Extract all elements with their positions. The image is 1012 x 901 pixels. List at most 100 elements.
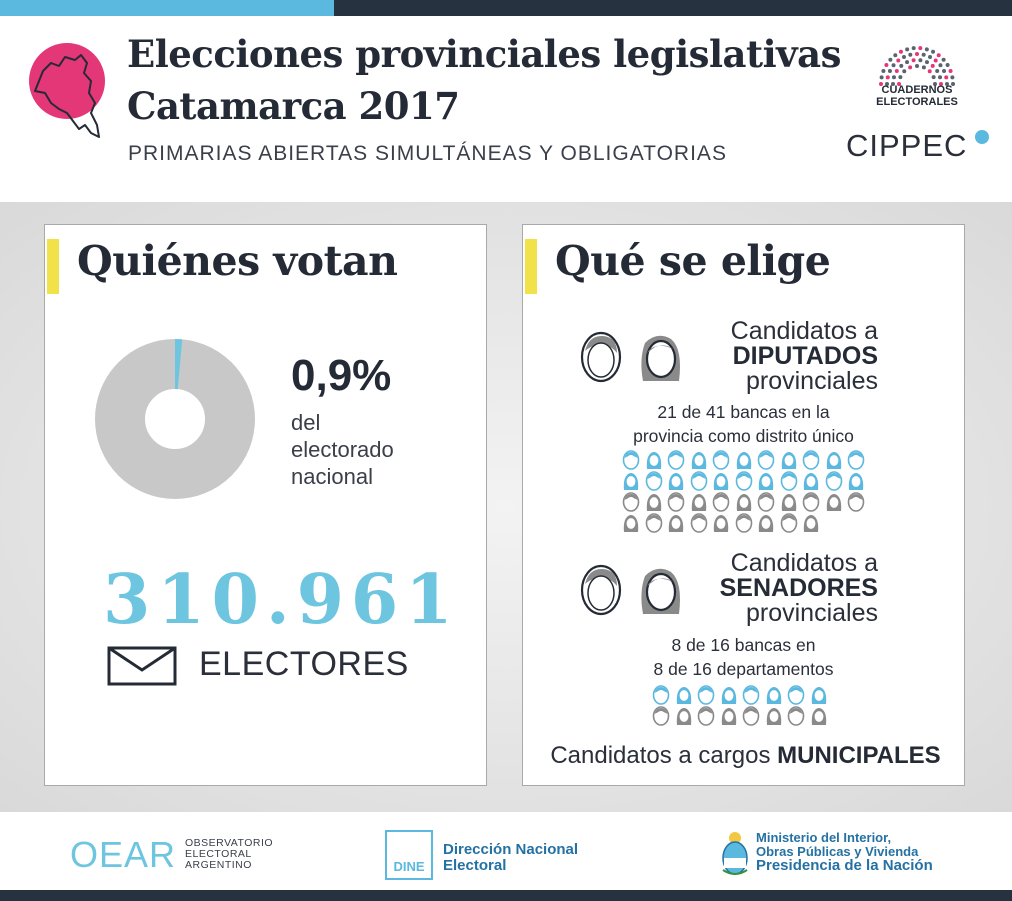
- seat-female-icon: [713, 515, 729, 532]
- seat-female-icon: [736, 494, 751, 511]
- hemicycle-dot: [884, 63, 889, 68]
- hemicycle-dot: [898, 49, 903, 54]
- ministerio-label: Ministerio del Interior, Obras Públicas …: [756, 830, 933, 874]
- hemicycle-dot: [945, 82, 949, 86]
- hemicycle-dot: [941, 57, 946, 62]
- seat-female-icon: [848, 473, 864, 490]
- hemicycle-dot: [881, 68, 886, 73]
- hemicycle-dot: [899, 63, 904, 68]
- hemicycle-dot: [885, 82, 889, 86]
- hemicycle-dot: [938, 75, 943, 80]
- hemicycle-dot: [897, 82, 901, 86]
- municipales-strong: MUNICIPALES: [777, 742, 941, 769]
- hemicycle-dot: [936, 53, 941, 58]
- oear-line2: ELECTORAL: [185, 848, 252, 860]
- page-subtitle: PRIMARIAS ABIERTAS SIMULTÁNEAS Y OBLIGAT…: [128, 142, 727, 165]
- dine-line1: Dirección Nacional: [443, 841, 579, 858]
- hemicycle-dot: [931, 49, 936, 54]
- oear-line1: OBSERVATORIO: [185, 837, 274, 849]
- hemicycle-dot: [933, 82, 937, 86]
- seat-male-icon: [780, 471, 797, 491]
- seat-female-icon: [803, 473, 819, 490]
- hemicycle-dot: [891, 82, 895, 86]
- dine-line2: Electoral: [443, 857, 507, 874]
- ministerio-line3: Presidencia de la Nación: [756, 857, 933, 874]
- seat-female-icon: [713, 473, 729, 490]
- hemicycle-dot: [921, 65, 926, 70]
- seat-male-icon: [667, 492, 685, 512]
- hemicycle-dot: [891, 75, 896, 80]
- envelope-icon: [107, 646, 177, 686]
- senadores-line1: Candidatos a: [730, 549, 878, 577]
- hemicycle-dot: [951, 82, 955, 86]
- hemicycle-dot: [950, 75, 955, 80]
- seat-female-icon: [758, 473, 774, 490]
- senadores-seats-line1: 8 de 16 bancas en: [671, 635, 816, 655]
- panel-title-que-se-elige: Qué se elige: [555, 237, 831, 285]
- seat-female-icon: [668, 473, 684, 490]
- hemicycle-dot: [935, 69, 940, 74]
- caption-line3: nacional: [291, 464, 373, 489]
- seat-male-icon: [780, 513, 797, 533]
- top-bar-dark: [334, 0, 1012, 16]
- seat-male-icon: [712, 492, 730, 512]
- seat-female-icon: [803, 515, 819, 532]
- seat-female-icon: [676, 687, 691, 704]
- hemicycle-dot: [887, 68, 892, 73]
- seat-male-icon: [697, 706, 715, 726]
- caption-line1: del: [291, 410, 321, 435]
- electorate-share-caption: del electorado nacional: [291, 409, 441, 490]
- cuadernos-line1: CUADERNOS: [881, 84, 953, 96]
- hemicycle-dot: [896, 58, 901, 63]
- page-title-line1: Elecciones provinciales legislativas: [127, 32, 841, 76]
- hemicycle-dot: [915, 52, 919, 56]
- hemicycle-dot: [905, 60, 910, 65]
- hemicycle-dot: [879, 82, 883, 86]
- seat-male-icon: [802, 492, 820, 512]
- diputados-heading: Candidatos a DIPUTADOS provinciales: [731, 319, 878, 394]
- hemicycle-dot: [893, 53, 898, 58]
- catamarca-map-icon: [34, 54, 100, 138]
- seat-female-icon: [781, 494, 796, 511]
- hemicycle-dot: [944, 75, 949, 80]
- hemicycle-dot: [948, 68, 953, 73]
- hemicycle-dot: [928, 54, 933, 59]
- municipales-label: Candidatos a cargos MUNICIPALES: [533, 742, 958, 770]
- cippec-logo: CIPPEC: [846, 128, 968, 163]
- seat-male-icon: [712, 450, 730, 470]
- seat-male-icon: [735, 513, 752, 533]
- seat-female-icon: [623, 473, 639, 490]
- seat-male-icon: [802, 450, 820, 470]
- seat-male-icon: [787, 685, 805, 705]
- diputados-line1: Candidatos a: [730, 317, 878, 345]
- panel-quienes-votan: Quiénes votan 0,9% del electorado nacion…: [44, 224, 487, 786]
- ministerio-line1: Ministerio del Interior,: [756, 830, 892, 845]
- hemicycle-dot: [918, 58, 923, 63]
- national-shield-icon: [722, 832, 748, 875]
- seat-female-icon: [826, 452, 841, 469]
- oear-line3: ARGENTINO: [185, 859, 252, 871]
- seat-male-icon: [847, 492, 865, 512]
- seat-female-icon: [766, 687, 781, 704]
- hemicycle-dot: [921, 52, 926, 57]
- footer: [0, 812, 1012, 890]
- panel-accent-bar: [47, 239, 59, 294]
- map-badge: [29, 43, 105, 119]
- ministerio-line2: Obras Públicas y Vivienda: [756, 844, 919, 859]
- hemicycle-dot: [930, 63, 935, 68]
- senadores-line2: SENADORES: [719, 574, 878, 602]
- seat-female-icon: [721, 708, 736, 725]
- seat-male-icon: [690, 471, 707, 491]
- diputados-line2: DIPUTADOS: [732, 342, 878, 370]
- seat-female-icon: [811, 687, 826, 704]
- hemicycle-dot: [931, 75, 936, 80]
- seat-female-icon: [766, 708, 781, 725]
- candidates-faces-icon: [580, 331, 680, 383]
- diputados-seats-grid: [621, 450, 869, 534]
- seat-male-icon: [742, 685, 760, 705]
- hemicycle-dot: [938, 63, 943, 68]
- seat-female-icon: [826, 494, 841, 511]
- seat-male-icon: [847, 450, 865, 470]
- seat-male-icon: [645, 471, 662, 491]
- seat-female-icon: [646, 452, 661, 469]
